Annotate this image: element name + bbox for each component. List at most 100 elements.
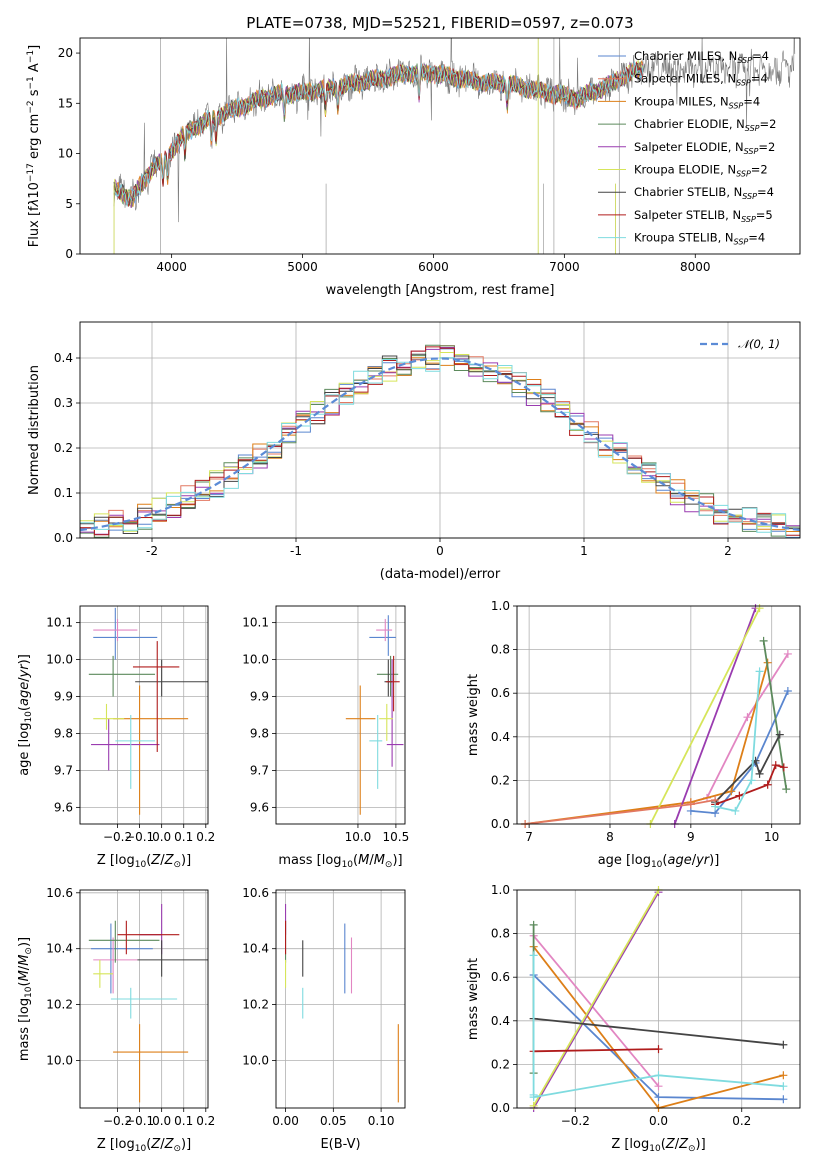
- errorbar-point: [386, 655, 400, 712]
- y-tick-label: 0.0: [491, 1101, 510, 1115]
- y-tick-label: 0.4: [491, 1014, 510, 1028]
- y-tick-label: 10.0: [242, 1053, 269, 1067]
- y-tick-label: 0.0: [491, 817, 510, 831]
- x-tick-label: 0.0: [649, 1114, 668, 1128]
- model-spectrum-line: [113, 61, 644, 207]
- series-marker: [779, 1040, 788, 1049]
- y-tick-label: 9.9: [54, 690, 73, 704]
- y-tick-label: 0: [65, 247, 73, 261]
- mass-vs-metallicity-y-axis-label: mass [log10(M/M⊙)]: [17, 937, 34, 1061]
- age-vs-metallicity-frame: [79, 605, 209, 825]
- mass-weight-series: [670, 604, 760, 828]
- y-tick-label: 9.8: [250, 726, 269, 740]
- age-vs-mass-axes: 10.0 10.5 9.6 9.7 9.8 9.9 10.0 10.1: [242, 606, 409, 844]
- x-tick-label: 0.2: [732, 1114, 751, 1128]
- y-tick-label: 10.2: [46, 998, 73, 1012]
- x-tick-label: −0.2: [561, 1114, 590, 1128]
- mass-weight-series: [646, 604, 764, 828]
- series-marker: [731, 806, 740, 815]
- y-tick-label: 0.6: [491, 970, 510, 984]
- series-marker: [735, 791, 744, 800]
- errorbar-point: [91, 923, 153, 994]
- legend-entry: Salpeter ELODIE, NSSP=2: [634, 140, 775, 156]
- y-tick-label: 9.6: [250, 800, 269, 814]
- mass-vs-extinction-frame: [275, 889, 406, 1109]
- x-tick-label: 8: [606, 830, 614, 844]
- x-tick-label: 0.1: [174, 1114, 193, 1128]
- x-tick-label: 10: [764, 830, 779, 844]
- legend-entry: Kroupa ELODIE, NSSP=2: [634, 163, 768, 179]
- spectrum-x-axis-label: wavelength [Angstrom, rest frame]: [326, 283, 555, 298]
- histogram-x-axis-label: (data-model)/error: [380, 567, 501, 582]
- series-marker: [779, 763, 788, 772]
- series-line: [532, 935, 660, 1087]
- y-tick-label: 0.8: [491, 643, 510, 657]
- y-tick-label: 10.0: [46, 1053, 73, 1067]
- errorbar-point: [115, 715, 156, 789]
- mass-vs-metallicity-x-axis-label: Z [log10(Z/Z⊙)]: [97, 1137, 191, 1154]
- y-tick-label: 0.2: [491, 773, 510, 787]
- histogram-y-axis-label: Normed distribution: [27, 365, 42, 495]
- x-tick-label: 7000: [549, 260, 580, 274]
- spectrum-traces: [113, 38, 796, 254]
- y-tick-label: 1.0: [491, 599, 510, 613]
- series-marker: [529, 1101, 538, 1110]
- mass-vs-extinction-points: [285, 903, 399, 1103]
- histogram-series: [80, 346, 800, 537]
- age-vs-metallicity-x-axis-label: Z [log10(Z/Z⊙)]: [97, 853, 191, 870]
- x-tick-label: -1: [290, 544, 302, 558]
- y-tick-label: 0.8: [491, 927, 510, 941]
- series-marker: [743, 713, 752, 722]
- age-vs-mass-x-axis-label: mass [log10(M/M⊙)]: [278, 853, 402, 870]
- y-tick-label: 9.7: [54, 763, 73, 777]
- y-tick-label: 1.0: [491, 883, 510, 897]
- legend-entry: Kroupa MILES, NSSP=4: [634, 94, 760, 110]
- series-line: [533, 1017, 784, 1046]
- series-marker: [783, 649, 792, 658]
- series-line: [762, 640, 788, 790]
- series-marker: [771, 761, 780, 770]
- x-tick-label: 0.0: [152, 1114, 171, 1128]
- mass-weight-vs-age-series: [521, 604, 792, 828]
- errorbar-point: [91, 718, 160, 771]
- y-tick-label: 20: [58, 46, 73, 60]
- errorbar-point: [376, 655, 399, 697]
- mass-weight-vs-age-axes: 7 8 9 10 0.0 0.2 0.4 0.6 0.8 1.0: [491, 599, 800, 844]
- series-marker: [755, 769, 764, 778]
- x-tick-label: 0.05: [320, 1114, 347, 1128]
- y-tick-label: 9.7: [250, 763, 269, 777]
- histogram-legend-entry: 𝒩(0, 1): [738, 337, 780, 351]
- errorbar-point: [88, 655, 156, 697]
- y-tick-label: 0.1: [54, 486, 73, 500]
- series-line: [714, 734, 781, 803]
- series-marker: [529, 920, 538, 929]
- y-tick-label: 10.4: [242, 942, 269, 956]
- x-tick-label: 1: [580, 544, 588, 558]
- series-line: [533, 1048, 659, 1053]
- x-tick-label: 6000: [418, 260, 449, 274]
- legend-entry: Chabrier MILES, NSSP=4: [634, 49, 769, 65]
- spectrum-frame: [79, 37, 801, 255]
- x-tick-label: 0.0: [152, 830, 171, 844]
- y-tick-label: 9.8: [54, 726, 73, 740]
- series-marker: [779, 1082, 788, 1091]
- x-tick-label: 7: [525, 830, 533, 844]
- y-tick-label: 10.0: [242, 653, 269, 667]
- histogram-frame: [79, 321, 801, 539]
- errorbar-point: [376, 618, 393, 642]
- errorbar-point: [345, 685, 376, 815]
- errorbar-point: [113, 685, 189, 815]
- x-tick-label: 4000: [156, 260, 187, 274]
- x-tick-label: 0.00: [272, 1114, 299, 1128]
- errorbar-point: [139, 903, 163, 955]
- mass-weight-vs-metallicity-y-axis-label: mass weight: [466, 958, 481, 1040]
- x-tick-label: 0: [436, 544, 444, 558]
- errorbar-point: [132, 641, 180, 752]
- x-tick-label: 2: [724, 544, 732, 558]
- series-line: [524, 662, 769, 825]
- y-tick-label: 10.0: [46, 653, 73, 667]
- mass-weight-vs-age-y-axis-label: mass weight: [466, 674, 481, 756]
- y-tick-label: 0.0: [54, 531, 73, 545]
- age-vs-metallicity-points: [88, 607, 208, 815]
